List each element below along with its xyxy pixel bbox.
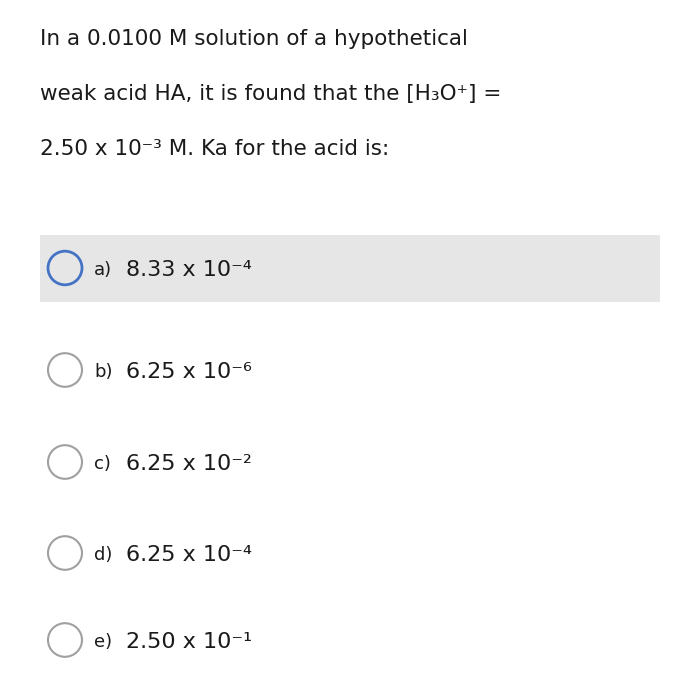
Text: 8.33 x 10⁻⁴: 8.33 x 10⁻⁴ xyxy=(126,260,252,280)
Text: 2.50 x 10⁻¹: 2.50 x 10⁻¹ xyxy=(126,632,252,652)
Text: b): b) xyxy=(94,363,113,381)
Text: In a 0.0100 M solution of a hypothetical: In a 0.0100 M solution of a hypothetical xyxy=(40,29,468,49)
Text: d): d) xyxy=(94,546,113,564)
Text: c): c) xyxy=(94,455,111,473)
Text: 6.25 x 10⁻⁶: 6.25 x 10⁻⁶ xyxy=(126,362,252,382)
Text: 6.25 x 10⁻⁴: 6.25 x 10⁻⁴ xyxy=(126,545,252,565)
Text: 6.25 x 10⁻²: 6.25 x 10⁻² xyxy=(126,454,252,474)
Text: 2.50 x 10⁻³ M. Ka for the acid is:: 2.50 x 10⁻³ M. Ka for the acid is: xyxy=(40,139,389,159)
Text: a): a) xyxy=(94,261,112,279)
Text: e): e) xyxy=(94,633,112,651)
Text: weak acid HA, it is found that the [H₃O⁺] =: weak acid HA, it is found that the [H₃O⁺… xyxy=(40,84,501,104)
